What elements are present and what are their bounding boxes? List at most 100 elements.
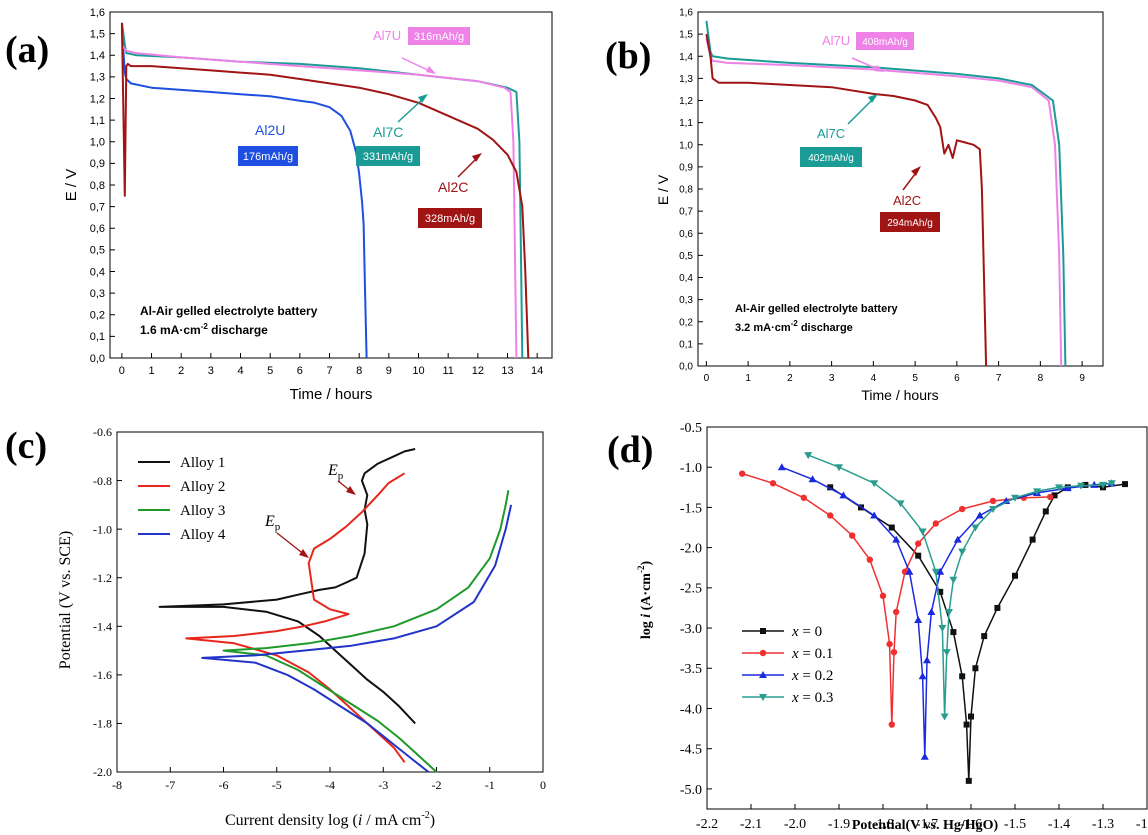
data-point — [942, 649, 951, 657]
data-point — [1047, 493, 1054, 501]
data-point — [965, 777, 972, 784]
y-tick-label: -2.0 — [93, 765, 112, 779]
x-tick-label: 5 — [267, 365, 273, 377]
series-label-al2u-a: Al2U — [255, 122, 285, 138]
x-tick-label: 6 — [297, 365, 303, 377]
data-point — [923, 656, 931, 664]
y-axis-label-d-mid: (A·cm — [639, 573, 654, 614]
arrowhead-al7u-a — [426, 66, 436, 74]
x-tick-label: 3 — [829, 373, 835, 384]
note-line2-b-pre: 3.2 mA·cm — [735, 322, 791, 334]
x-tick-label: -1.4 — [1048, 817, 1070, 832]
x-tick-label: -2.2 — [696, 817, 718, 832]
panel-label-b: (b) — [605, 35, 651, 77]
legend-label: Alloy 2 — [180, 479, 225, 495]
series-line-1 — [185, 472, 406, 763]
axes-a: 0 1 2 3 4 5 6 7 8 9 10 11 12 13 140,00,10,20,30,40,50,… — [90, 7, 544, 377]
ep-label-alloy1-sub: p — [338, 470, 344, 482]
legend-label: Alloy 1 — [180, 455, 225, 471]
x-tick-label: 4 — [237, 365, 243, 377]
x-tick-label: 8 — [1038, 373, 1044, 384]
note-line1-a: Al-Air gelled electrolyte battery — [140, 304, 318, 318]
series-line-2 — [222, 490, 510, 773]
x-tick-label: 12 — [472, 365, 484, 377]
data-point — [975, 511, 984, 519]
series-line-2 — [121, 43, 518, 359]
x-tick-label: -3 — [378, 778, 388, 792]
capacity-al2u-a: 176mAh/g — [243, 151, 293, 163]
arrow-al7u-a — [401, 57, 433, 73]
x-tick-label: 2 — [787, 373, 793, 384]
x-axis-label-c-sup: -2 — [421, 810, 429, 821]
y-tick-label: -0.6 — [93, 425, 112, 439]
x-tick-label: -7 — [165, 778, 175, 792]
x-tick-label: -1 — [485, 778, 495, 792]
data-point — [1099, 481, 1107, 489]
capacity-al7c-a: 331mAh/g — [363, 151, 413, 163]
y-tick-label: 0,5 — [679, 251, 693, 262]
capacity-box-al2u-a — [238, 146, 298, 166]
data-point — [886, 640, 893, 648]
series-label-al2c-b: Al2C — [893, 193, 921, 208]
legend-marker — [759, 694, 767, 701]
x-axis-label-a: Time / hours — [290, 386, 373, 403]
y-tick-label: -3.5 — [680, 662, 702, 677]
x-axis-label-c-mid: / mA cm — [362, 812, 422, 829]
y-axis-label-d: log i (A·cm-2) — [636, 561, 654, 640]
x-tick-label: 9 — [1079, 373, 1085, 384]
x-tick-label: 10 — [412, 365, 424, 377]
legend-label: Alloy 3 — [180, 503, 225, 519]
x-tick-label: 14 — [531, 365, 543, 377]
x-tick-label: 1 — [745, 373, 751, 384]
data-point — [896, 500, 905, 508]
y-axis-label-b: E / V — [655, 174, 671, 205]
legend-label: x = 0.1 — [791, 646, 833, 662]
x-tick-label: -1.5 — [1004, 817, 1026, 832]
x-tick-label: -1.9 — [828, 817, 850, 832]
data-point — [870, 480, 879, 488]
data-point — [849, 532, 856, 539]
y-tick-label: 0,8 — [90, 180, 105, 192]
x-tick-label: 3 — [208, 365, 214, 377]
data-point — [804, 452, 813, 460]
x-tick-label: -8 — [112, 778, 122, 792]
y-tick-label: 1,3 — [679, 74, 693, 85]
data-point — [892, 535, 901, 543]
legend-marker — [759, 649, 767, 657]
series-b — [705, 20, 1067, 367]
capacity-box-al7u-b — [856, 32, 914, 50]
axes-d: -2.2 -2.1 -2.0 -1.9 -1.8 -1.7 -1.6 -1.5 -1.4 -1.3… — [680, 421, 1148, 832]
data-point — [1002, 496, 1011, 504]
data-point — [920, 752, 929, 760]
legend-label: x = 0 — [791, 624, 822, 640]
series-line-3 — [807, 454, 1112, 718]
y-tick-label: -3.0 — [680, 622, 702, 637]
arrowhead-al7c-b — [868, 94, 878, 103]
x-tick-label: 8 — [356, 365, 362, 377]
ep-label-alloy2-e: E — [264, 513, 275, 530]
data-point — [890, 648, 898, 656]
panel-b: (b) 0 1 2 3 4 5 6 7 8 9 0,0 0,1 0,2 0,3 0,4 0,5 0,6 0,7 0,… — [605, 8, 1104, 403]
data-point — [971, 524, 980, 532]
data-point — [989, 506, 997, 514]
y-axis-label-d-i: i — [639, 614, 654, 618]
series-line-3 — [120, 22, 530, 359]
y-tick-label: 0,0 — [90, 353, 105, 365]
data-point — [769, 480, 777, 487]
note-line2-b-post: discharge — [798, 322, 853, 334]
series-label-al7u-a: Al7U — [373, 28, 401, 43]
data-point — [739, 470, 746, 477]
data-point — [918, 672, 927, 680]
data-point — [1090, 480, 1099, 488]
data-point — [1042, 508, 1049, 515]
series-label-al7u-b: Al7U — [822, 33, 850, 48]
series-label-al2c-a: Al2C — [438, 179, 468, 195]
x-axis-label-b: Time / hours — [861, 387, 938, 403]
x-tick-label: -2.1 — [740, 817, 762, 832]
data-point — [981, 633, 988, 640]
data-point — [870, 511, 879, 519]
y-tick-label: -2.5 — [680, 582, 702, 597]
y-tick-label: -0.8 — [93, 474, 112, 488]
y-tick-label: -1.2 — [93, 571, 112, 585]
